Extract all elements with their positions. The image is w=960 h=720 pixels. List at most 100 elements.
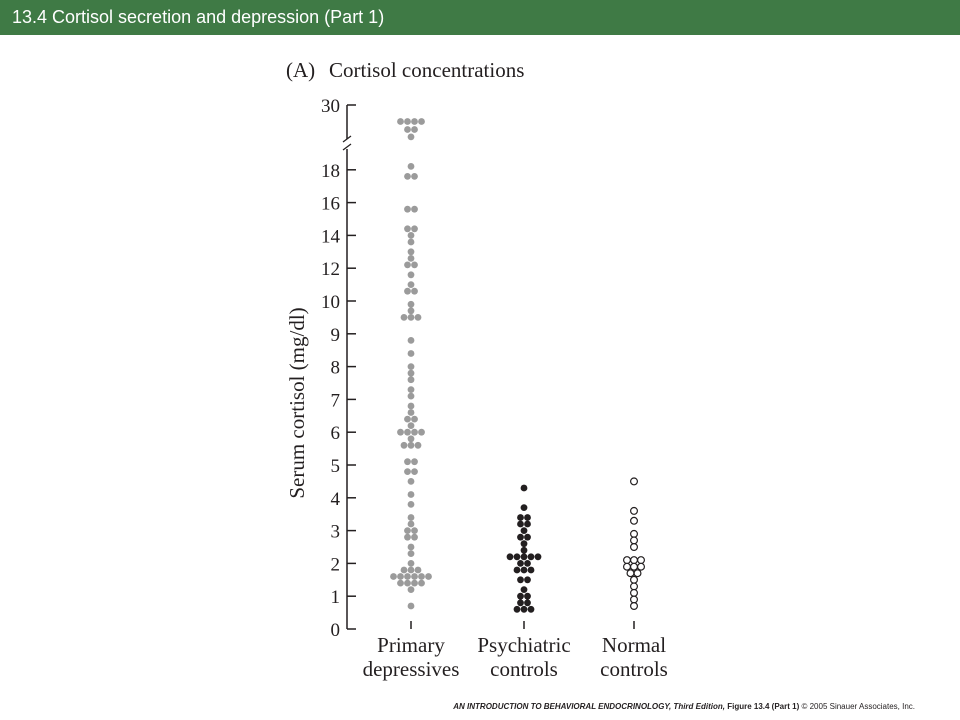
data-point [411, 428, 418, 436]
y-tick-label: 10 [321, 292, 340, 313]
data-point [407, 478, 415, 485]
y-tick-label: 6 [331, 423, 341, 444]
data-point [520, 605, 528, 613]
data-point [414, 441, 422, 449]
data-point [407, 501, 415, 508]
data-point [418, 118, 425, 125]
category-label: Primary [377, 633, 445, 657]
data-point [524, 533, 531, 541]
data-point [527, 553, 535, 561]
data-point [404, 468, 411, 475]
data-point [407, 255, 415, 262]
data-point [524, 520, 531, 528]
chart-axes [342, 104, 635, 630]
footer-copyright: © 2005 Sinauer Associates, Inc. [801, 702, 915, 711]
data-point [404, 533, 411, 541]
axis-break-mark [342, 143, 352, 151]
data-point [517, 592, 524, 600]
y-tick-label: 7 [331, 390, 341, 411]
panel-label: (A) [286, 58, 315, 82]
data-point [407, 300, 415, 308]
data-point [407, 392, 415, 400]
y-tick-label: 9 [331, 325, 341, 346]
data-point [407, 602, 415, 610]
data-point [411, 118, 418, 125]
category-label: depressives [363, 657, 460, 681]
y-tick-label: 4 [331, 489, 341, 510]
data-point [404, 118, 411, 125]
data-point [425, 573, 432, 580]
data-point [407, 314, 415, 321]
data-point [513, 553, 521, 561]
data-point [404, 428, 411, 436]
data-point [411, 527, 418, 534]
category-label: Psychiatric [477, 633, 570, 657]
data-point [534, 553, 542, 561]
y-axis-label: Serum cortisol (mg/dl) [285, 307, 309, 498]
data-point [407, 491, 415, 498]
chart-title: Cortisol concentrations [329, 58, 524, 82]
data-point [411, 579, 418, 587]
data-point [407, 376, 415, 384]
y-tick-label: 18 [321, 161, 340, 182]
data-point [407, 550, 415, 557]
data-point [411, 533, 418, 541]
category-label: controls [490, 657, 558, 681]
data-point [411, 573, 418, 580]
data-point [397, 579, 404, 587]
y-tick-label: 16 [321, 194, 340, 215]
chart-labels: (A) Cortisol concentrations Serum cortisol… [285, 58, 668, 681]
data-point [407, 350, 415, 357]
title-bar: 13.4 Cortisol secretion and depression (… [0, 0, 960, 35]
y-tick-label: 14 [321, 226, 341, 247]
data-point [524, 560, 531, 567]
slide-title: 13.4 Cortisol secretion and depression (… [12, 7, 385, 27]
data-point [400, 314, 408, 321]
data-point [407, 163, 415, 170]
data-point [411, 205, 418, 213]
data-point [520, 504, 528, 511]
data-point [407, 560, 415, 567]
data-point [407, 514, 415, 521]
data-point [407, 441, 415, 449]
data-point [629, 477, 638, 486]
data-point [407, 248, 415, 256]
y-tick-label: 1 [331, 587, 341, 608]
data-point [629, 595, 638, 604]
data-point [517, 514, 524, 521]
data-point [407, 386, 415, 393]
category-label: Normal [602, 633, 666, 657]
data-point [517, 533, 524, 541]
data-point [506, 553, 514, 561]
data-point [629, 601, 638, 610]
cortisol-chart: (A) Cortisol concentrations Serum cortisol… [285, 58, 668, 681]
data-point [629, 536, 638, 545]
data-point [411, 173, 418, 180]
data-point [400, 441, 408, 449]
data-point [418, 579, 425, 587]
data-point [513, 605, 521, 613]
data-point [520, 484, 528, 492]
data-point [407, 422, 415, 429]
data-point [407, 133, 415, 141]
data-point [524, 514, 531, 521]
data-point [411, 225, 418, 233]
footer-book: AN INTRODUCTION TO BEHAVIORAL ENDOCRINOL… [453, 702, 725, 711]
data-point [622, 556, 631, 565]
data-point [404, 458, 411, 466]
data-point [636, 556, 645, 565]
data-point [404, 126, 411, 133]
data-point [404, 415, 411, 423]
data-point [629, 506, 638, 515]
data-point [407, 586, 415, 593]
data-point [411, 458, 418, 466]
data-point [411, 287, 418, 295]
data-point [407, 520, 415, 528]
data-point [404, 225, 411, 233]
data-point [629, 562, 638, 571]
figure-credit: AN INTRODUCTION TO BEHAVIORAL ENDOCRINOL… [453, 702, 915, 711]
data-point [520, 566, 528, 574]
data-point [397, 573, 404, 580]
data-point [407, 271, 415, 279]
data-point [407, 435, 415, 443]
